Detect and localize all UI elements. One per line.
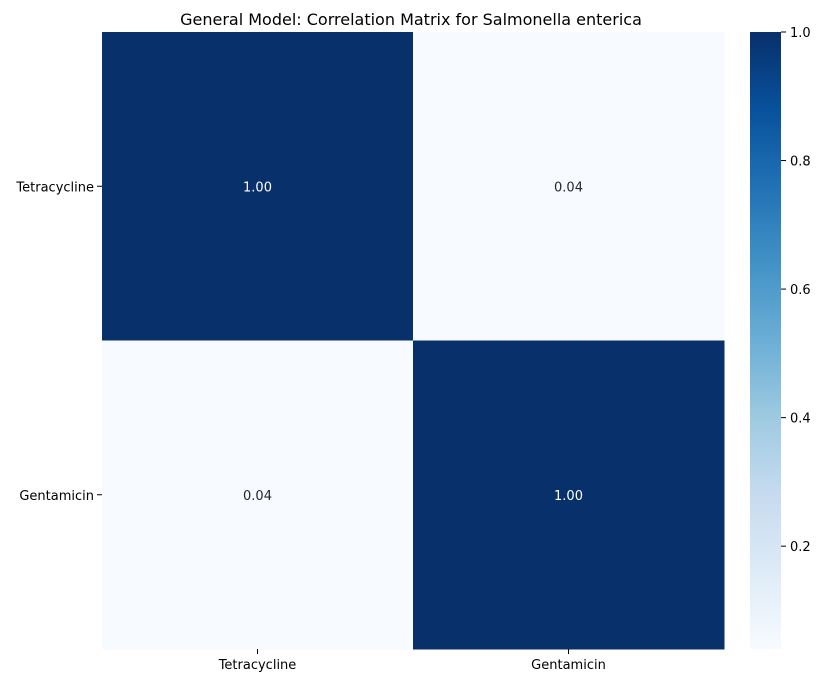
cell-annotation-0-1: 0.04 [554,180,583,195]
colorbar-tick-label: 0.6 [790,283,811,298]
x-axis: Tetracycline Gentamicin [218,649,606,673]
heatmap-cell-1-0 [102,340,414,650]
colorbar-tick-label: 0.2 [790,540,811,555]
colorbar-tick-label: 0.8 [790,155,811,170]
y-axis: Tetracycline Gentamicin [15,180,102,504]
cell-annotation-0-0: 1.00 [243,180,272,195]
colorbar-ticks: 0.2 0.4 0.6 0.8 1.0 [781,26,811,555]
heatmap-cell-1-1 [413,340,725,650]
cell-annotations: 1.00 0.04 0.04 1.00 [243,180,583,504]
x-tick-label: Tetracycline [218,658,297,673]
colorbar [750,32,781,649]
y-tick-label: Tetracycline [15,180,94,195]
heatmap-cells [102,32,725,650]
chart-title: General Model: Correlation Matrix for Sa… [180,10,642,29]
y-tick-label: Gentamicin [19,489,94,504]
colorbar-gradient [750,32,781,649]
colorbar-tick-label: 1.0 [790,26,811,41]
x-tick-label: Gentamicin [531,658,606,673]
heatmap-cell-0-1 [413,32,725,341]
heatmap-cell-0-0 [102,32,414,341]
cell-annotation-1-0: 0.04 [243,489,272,504]
cell-annotation-1-1: 1.00 [554,489,583,504]
colorbar-tick-label: 0.4 [790,412,811,427]
